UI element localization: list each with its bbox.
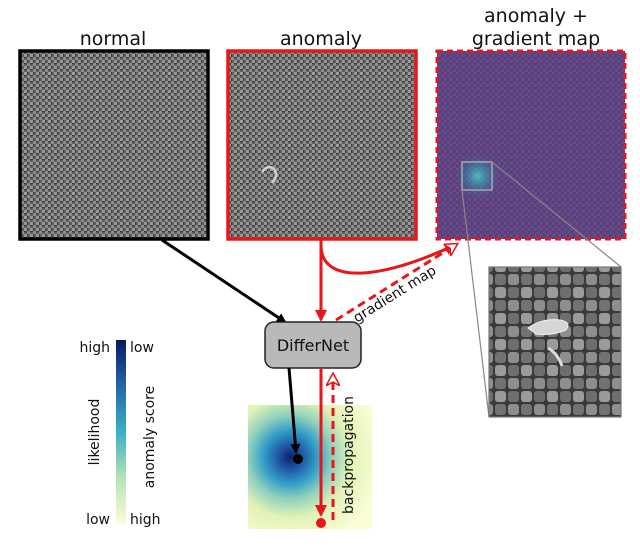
zoom-line-bottom	[461, 189, 490, 418]
likelihood-density-map	[248, 405, 372, 529]
anomaly-to-gradient-arrow	[319, 243, 457, 275]
gradient-title-line1: anomaly +	[484, 5, 588, 27]
normal-to-network-arrow	[161, 238, 287, 324]
anomaly-image	[226, 49, 418, 241]
differnet-label: DifferNet	[277, 336, 349, 355]
colorbar-left-bottom: low	[86, 512, 110, 528]
gradient-map-arrow	[335, 244, 457, 322]
normal-point	[293, 454, 303, 464]
colorbar	[116, 340, 126, 524]
colorbar-left-axis: likelihood	[87, 399, 103, 466]
colorbar-right-bottom: high	[130, 512, 161, 528]
gradient-map-image	[435, 49, 627, 241]
normal-title: normal	[80, 28, 147, 50]
differnet-box: DifferNet	[264, 321, 362, 369]
zoom-line-top	[491, 161, 622, 268]
zoomed-defect-patch	[488, 266, 622, 418]
colorbar-right-top: low	[130, 340, 154, 356]
network-to-normal-point-arrow	[287, 367, 301, 454]
gradient-title-line2: gradient map	[472, 28, 600, 50]
anomaly-point	[316, 518, 326, 528]
colorbar-right-axis: anomaly score	[142, 386, 158, 488]
normal-image	[18, 49, 210, 241]
anomaly-title: anomaly	[280, 28, 362, 50]
colorbar-left-top: high	[79, 340, 110, 356]
backpropagation-label: backpropagation	[341, 396, 357, 514]
